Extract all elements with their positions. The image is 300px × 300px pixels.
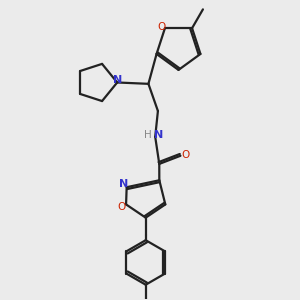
Text: O: O (181, 150, 190, 160)
Text: H: H (144, 130, 152, 140)
Text: N: N (113, 75, 123, 85)
Text: O: O (158, 22, 166, 32)
Text: O: O (118, 202, 126, 212)
Text: N: N (154, 130, 163, 140)
Text: N: N (119, 179, 128, 190)
